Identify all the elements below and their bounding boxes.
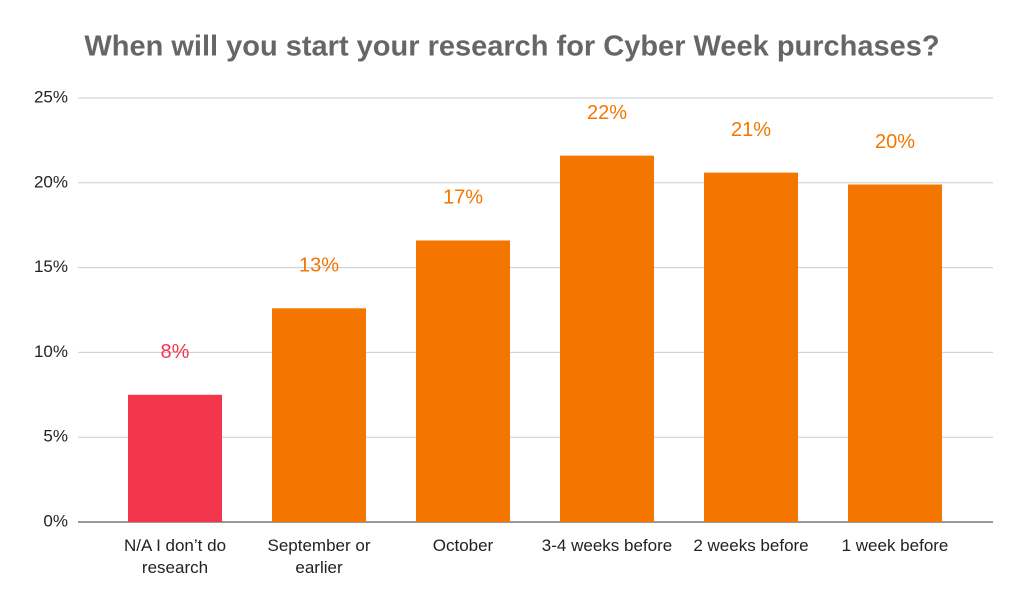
x-tick-label: October <box>432 536 494 555</box>
x-tick-label: 2 weeks before <box>693 536 809 555</box>
value-label: 13% <box>299 255 339 277</box>
y-tick-label: 15% <box>34 257 68 276</box>
bar <box>704 172 798 522</box>
bar <box>848 184 942 522</box>
y-tick-label: 0% <box>43 511 68 530</box>
x-tick-label: 3-4 weeks before <box>541 536 673 555</box>
value-label: 8% <box>161 341 190 363</box>
y-tick-label: 5% <box>43 427 68 446</box>
y-tick-label: 10% <box>34 342 68 361</box>
value-label: 22% <box>587 102 627 124</box>
value-label: 17% <box>443 187 483 209</box>
bar <box>416 240 510 523</box>
x-tick-label: 1 week before <box>841 536 949 555</box>
bar <box>560 155 654 522</box>
chart-title: When will you start your research for Cy… <box>84 31 939 63</box>
x-tick-label: September or earlier <box>267 536 371 577</box>
x-tick-label: N/A I don’t do research <box>123 536 227 577</box>
y-tick-label: 25% <box>34 87 68 106</box>
bar <box>128 394 222 522</box>
y-tick-label: 20% <box>34 172 68 191</box>
value-label: 21% <box>731 119 771 141</box>
value-label: 20% <box>875 131 915 153</box>
bar <box>272 308 366 522</box>
